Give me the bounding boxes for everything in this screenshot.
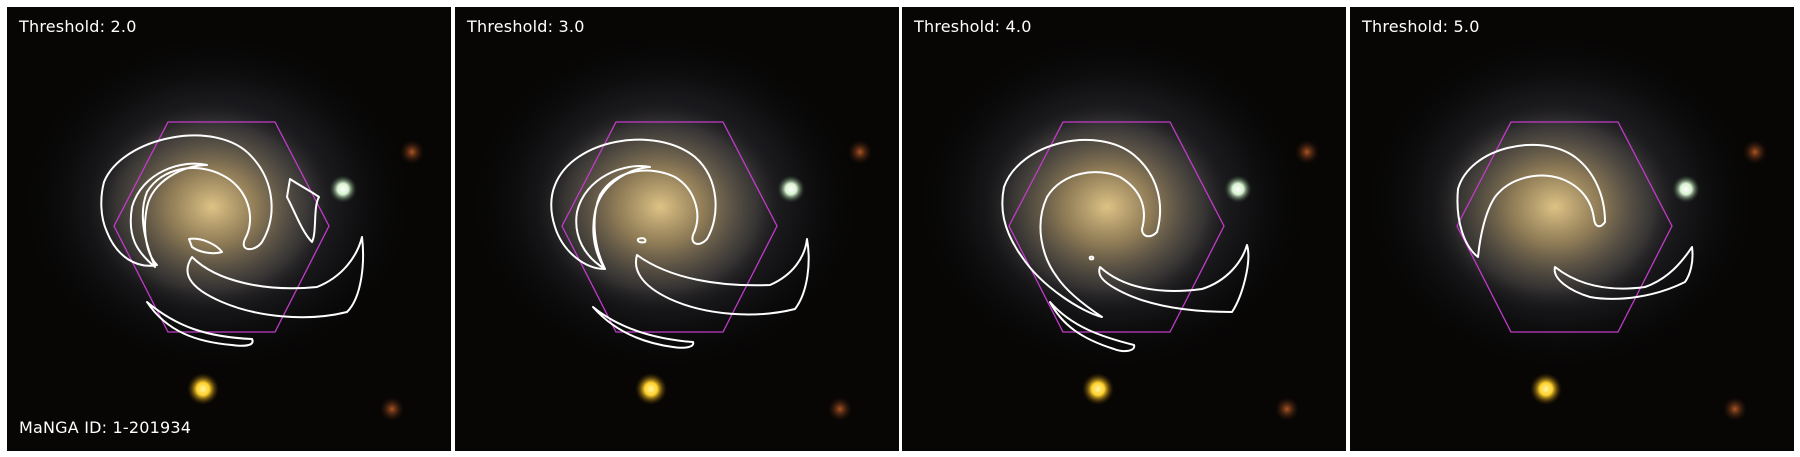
threshold-panel-2: Threshold: 2.0 MaNGA ID: 1-201934 bbox=[7, 7, 451, 451]
yellow-star bbox=[187, 373, 219, 405]
threshold-label: Threshold: 5.0 bbox=[1362, 17, 1480, 36]
galaxy-image bbox=[455, 7, 899, 451]
ifu-hexagon bbox=[561, 121, 778, 333]
green-star bbox=[329, 175, 357, 203]
yellow-star bbox=[635, 373, 667, 405]
ifu-hexagon bbox=[1456, 121, 1673, 333]
threshold-label: Threshold: 2.0 bbox=[19, 17, 137, 36]
galaxy-core bbox=[1425, 97, 1685, 317]
threshold-panel-5: Threshold: 5.0 bbox=[1350, 7, 1794, 451]
green-star bbox=[1672, 175, 1700, 203]
galaxy-core bbox=[82, 97, 342, 317]
orange-star bbox=[828, 397, 852, 421]
arm-contours bbox=[100, 134, 365, 347]
arm-contours bbox=[1456, 143, 1694, 300]
arm-contours bbox=[550, 138, 810, 349]
manga-id-label: MaNGA ID: 1-201934 bbox=[19, 418, 192, 437]
threshold-panel-4: Threshold: 4.0 bbox=[902, 7, 1346, 451]
orange-star bbox=[1295, 140, 1319, 164]
arm-contours bbox=[1001, 138, 1250, 353]
galaxy-image bbox=[7, 7, 451, 451]
yellow-star bbox=[1530, 373, 1562, 405]
galaxy-image bbox=[1350, 7, 1794, 451]
threshold-panel-3: Threshold: 3.0 bbox=[455, 7, 899, 451]
galaxy-core bbox=[530, 97, 790, 317]
orange-star bbox=[380, 397, 404, 421]
galaxy-image bbox=[902, 7, 1346, 451]
orange-star bbox=[848, 140, 872, 164]
yellow-star bbox=[1082, 373, 1114, 405]
orange-star bbox=[1275, 397, 1299, 421]
threshold-label: Threshold: 3.0 bbox=[467, 17, 585, 36]
threshold-label: Threshold: 4.0 bbox=[914, 17, 1032, 36]
orange-star bbox=[1723, 397, 1747, 421]
galaxy-core bbox=[977, 97, 1237, 317]
ifu-hexagon bbox=[113, 121, 330, 333]
ifu-hexagon bbox=[1008, 121, 1225, 333]
orange-star bbox=[400, 140, 424, 164]
green-star bbox=[1224, 175, 1252, 203]
orange-star bbox=[1743, 140, 1767, 164]
green-star bbox=[777, 175, 805, 203]
